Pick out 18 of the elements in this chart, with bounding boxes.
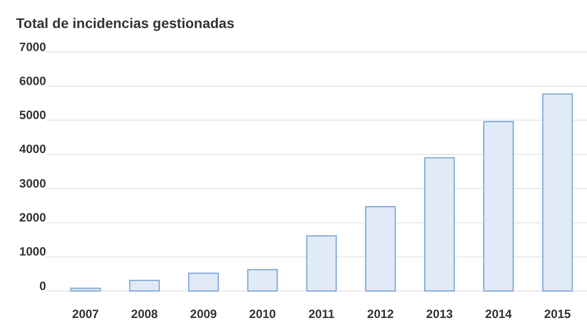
x-tick-label: 2013	[426, 307, 454, 321]
y-tick-label: 7000	[19, 40, 46, 54]
x-tick-label: 2014	[485, 307, 512, 321]
chart-title: Total de incidencias gestionadas	[16, 15, 235, 31]
y-tick-label: 2000	[19, 210, 46, 225]
x-tick-label: 2010	[249, 307, 276, 321]
x-tick-label: 2009	[190, 307, 218, 321]
x-tick-label: 2012	[367, 307, 394, 321]
y-tick-label: 4000	[19, 142, 46, 156]
y-tick-label: 0	[39, 278, 46, 293]
y-tick-label: 6000	[19, 74, 46, 88]
x-tick-label: 2007	[72, 307, 100, 321]
x-tick-label: 2008	[131, 307, 158, 321]
y-tick-label: 3000	[19, 176, 46, 190]
y-tick-label: 5000	[19, 108, 46, 122]
y-tick-label: 1000	[19, 244, 46, 259]
x-tick-label: 2015	[544, 307, 572, 321]
x-tick-label: 2011	[308, 307, 335, 321]
